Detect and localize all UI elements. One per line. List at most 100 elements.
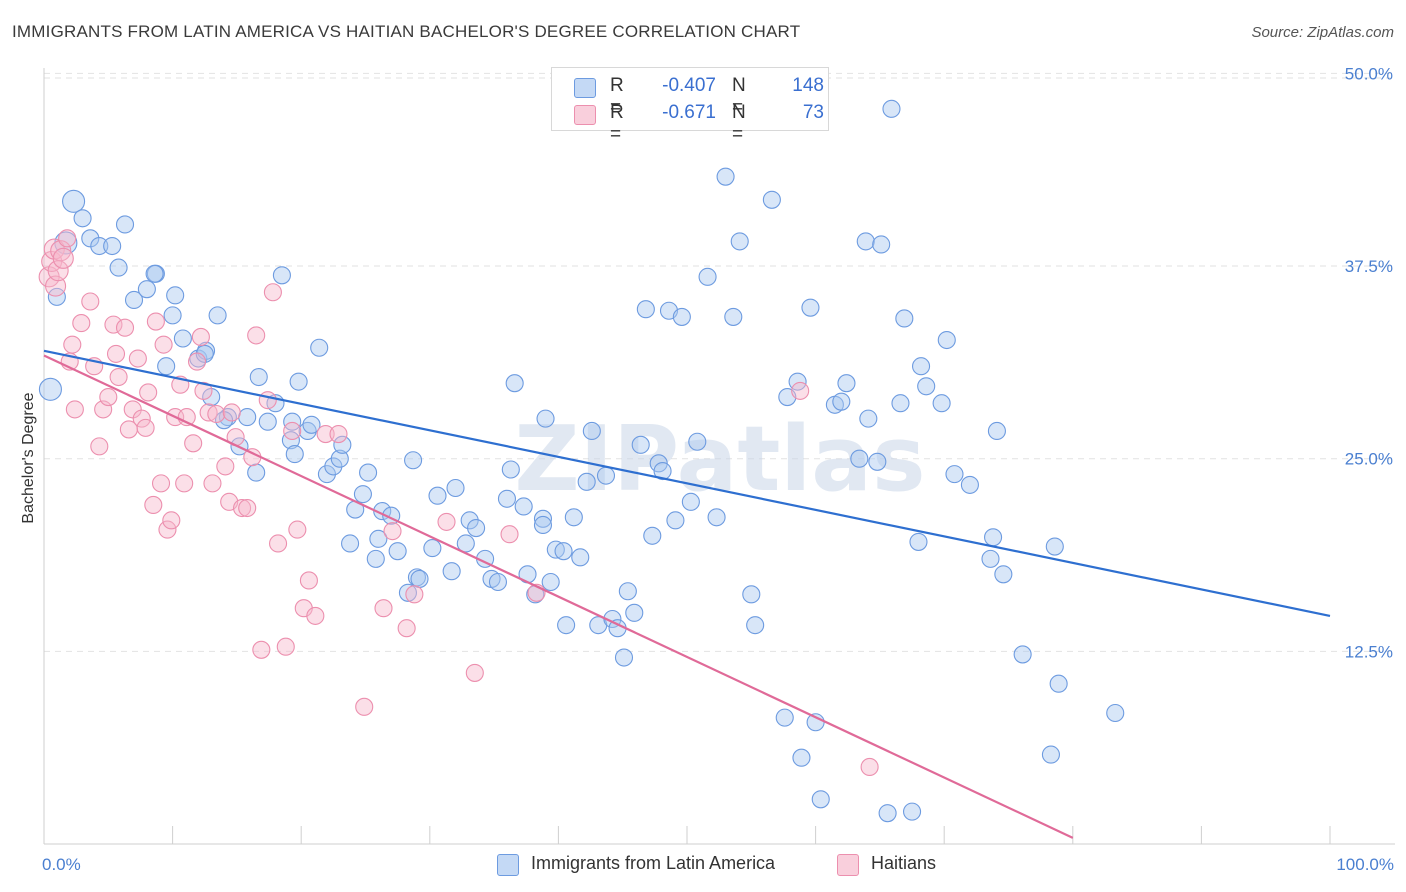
data-point-latin-america (238, 408, 257, 427)
data-point-latin-america (533, 515, 553, 535)
data-point-latin-america (688, 432, 707, 451)
data-point-latin-america (909, 532, 928, 551)
data-point-latin-america (546, 540, 565, 559)
data-point-latin-america (137, 280, 156, 299)
data-point-latin-america (115, 215, 135, 234)
data-point-latin-america (488, 572, 508, 592)
data-point-haitians (383, 522, 402, 541)
data-point-haitians (299, 571, 318, 590)
data-point-haitians (194, 381, 213, 400)
data-point-latin-america (456, 534, 475, 553)
data-point-haitians (187, 352, 207, 371)
data-point-latin-america (653, 461, 672, 481)
data-point-haitians (405, 585, 424, 604)
data-point-latin-america (514, 497, 533, 516)
data-point-latin-america (404, 451, 423, 470)
data-point-latin-america (895, 309, 914, 328)
data-point-latin-america (330, 449, 349, 468)
data-point-latin-america (189, 349, 208, 368)
data-point-latin-america (571, 548, 590, 567)
axes (43, 68, 1395, 845)
data-point-haitians (437, 512, 456, 531)
data-point-latin-america (775, 708, 794, 727)
data-point-haitians (162, 511, 181, 530)
data-point-haitians (90, 437, 109, 456)
data-point-latin-america (554, 542, 573, 561)
data-point-haitians (860, 757, 879, 776)
data-point-latin-america (730, 232, 749, 251)
data-point-latin-america (902, 802, 922, 821)
data-point-haitians (199, 403, 218, 422)
data-point-latin-america (47, 287, 66, 306)
bottom-legend-swatch-blue (497, 854, 519, 876)
data-point-haitians (465, 663, 484, 682)
data-point-haitians (247, 326, 266, 345)
data-point-haitians (63, 335, 82, 354)
data-point-latin-america (428, 486, 447, 505)
data-point-haitians (50, 240, 72, 262)
data-point-latin-america (582, 421, 601, 441)
legend: R = -0.407 N = 148 R = -0.671 N = 73 (551, 67, 829, 145)
data-point-haitians (132, 409, 151, 428)
legend-n-label: N = (732, 102, 746, 145)
data-point-latin-america (868, 452, 887, 471)
data-point-latin-america (1106, 703, 1125, 723)
data-point-haitians (58, 229, 77, 248)
data-point-latin-america (698, 267, 717, 286)
data-point-latin-america (859, 409, 878, 428)
legend-n-value: 148 (792, 75, 824, 96)
data-point-haitians (45, 275, 67, 297)
legend-n-label: N = (732, 75, 746, 118)
data-point-haitians (355, 697, 374, 716)
data-point-latin-america (912, 357, 931, 376)
data-point-latin-america (369, 529, 388, 548)
y-tick-label: 25.0% (1345, 450, 1393, 469)
data-point-latin-america (994, 565, 1013, 584)
data-point-latin-america (636, 300, 655, 319)
data-point-haitians (269, 534, 288, 553)
data-point-latin-america (62, 189, 86, 213)
data-point-haitians (258, 391, 277, 410)
data-point-latin-america (917, 377, 936, 396)
bottom-legend-swatch-pink (837, 854, 859, 876)
data-point-latin-america (90, 236, 109, 256)
data-point-latin-america (38, 377, 62, 401)
bottom-legend-label: Immigrants from Latin America (531, 853, 776, 873)
data-point-latin-america (341, 534, 360, 553)
data-point-latin-america (625, 603, 644, 622)
source-label: Source: ZipAtlas.com (1251, 24, 1394, 41)
data-point-latin-america (937, 330, 956, 350)
legend-r-value: -0.407 (662, 75, 716, 96)
data-point-latin-america (987, 421, 1006, 441)
data-point-haitians (115, 318, 135, 337)
data-point-latin-america (302, 415, 321, 434)
trend-line-latin-america (43, 349, 1331, 617)
data-point-latin-america (398, 583, 417, 602)
data-point-haitians (252, 640, 271, 659)
grid (44, 72, 1395, 652)
data-point-haitians (184, 434, 203, 453)
data-point-haitians (207, 404, 226, 424)
data-point-latin-america (423, 539, 442, 558)
y-tick-label: 37.5% (1345, 257, 1393, 276)
data-point-latin-america (283, 412, 302, 431)
data-point-latin-america (837, 374, 856, 393)
data-point-latin-america (891, 394, 910, 413)
data-point-latin-america (353, 485, 372, 504)
data-point-latin-america (208, 306, 227, 325)
y-axis-label: Bachelor's Degree (20, 392, 37, 523)
data-point-latin-america (631, 435, 650, 454)
data-point-latin-america (163, 306, 182, 325)
data-point-latin-america (596, 466, 616, 485)
bottom-legend-label: Haitians (871, 853, 937, 873)
data-point-latin-america (166, 286, 185, 305)
data-point-latin-america (310, 338, 329, 357)
trend-lines (43, 349, 1331, 839)
data-point-latin-america (811, 790, 830, 809)
data-point-haitians (276, 637, 295, 656)
legend-swatch-blue (574, 78, 596, 98)
data-point-latin-america (145, 264, 164, 283)
data-point-latin-america (557, 616, 576, 635)
data-point-latin-america (878, 804, 897, 823)
data-point-latin-america (359, 463, 378, 482)
